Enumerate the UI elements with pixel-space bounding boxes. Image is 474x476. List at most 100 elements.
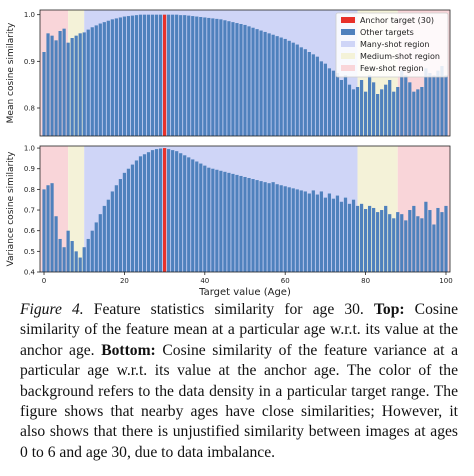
variance-xtick-label: 100 [439, 277, 452, 285]
variance-xtick-label: 80 [361, 277, 370, 285]
variance-bar [114, 185, 118, 272]
mean-bar [335, 73, 340, 136]
variance-bar [195, 161, 199, 272]
variance-bar [327, 193, 332, 272]
mean-bar [42, 52, 46, 136]
variance-bar [50, 183, 54, 272]
legend-label-few: Few-shot region [360, 64, 424, 73]
mean-bar [118, 17, 122, 136]
variance-bar [444, 205, 448, 272]
variance-bar [283, 186, 287, 272]
variance-bar [118, 179, 122, 272]
mean-bar [295, 44, 299, 136]
mean-bar [122, 16, 127, 136]
variance-bar [211, 168, 215, 272]
variance-xtick-label: 60 [281, 277, 290, 285]
variance-bar [78, 257, 82, 272]
mean-ytick-label: 0.9 [24, 58, 35, 66]
variance-bar [424, 201, 428, 272]
variance-bar [372, 207, 376, 272]
mean-bar [404, 75, 408, 136]
variance-bar [388, 214, 392, 272]
legend-box [335, 12, 449, 78]
variance-bar [142, 154, 147, 272]
mean-bar [287, 40, 291, 136]
variance-bar [74, 251, 78, 272]
mean-bar [187, 15, 191, 137]
legend-swatch-medium [341, 53, 355, 59]
variance-bar [331, 198, 336, 272]
variance-bar [359, 203, 364, 272]
variance-ytick-label: 0.8 [24, 186, 35, 194]
variance-bar [199, 163, 203, 272]
mean-bar [50, 35, 54, 136]
variance-bar [392, 218, 396, 272]
variance-bar [380, 210, 384, 272]
variance-bar [167, 149, 171, 272]
variance-bar [299, 190, 303, 272]
variance-bar [171, 150, 175, 272]
variance-bar [323, 197, 327, 272]
mean-ylabel: Mean cosine similarity [6, 22, 16, 123]
variance-bar [110, 191, 114, 272]
mean-bar [90, 27, 94, 137]
variance-bar [94, 222, 98, 272]
variance-bar [90, 230, 94, 272]
mean-bar [146, 14, 151, 137]
mean-bar [359, 80, 364, 136]
mean-bar [380, 89, 384, 136]
mean-bar [78, 33, 82, 137]
variance-similarity-panel: 0.4 0.5 0.6 0.7 0.8 0.9 1.0 0 20 40 60 80 100 Varia… [6, 145, 453, 298]
mean-bar [263, 31, 267, 136]
variance-bar [82, 247, 86, 272]
mean-bar [175, 14, 179, 137]
variance-ytick-label: 0.6 [24, 227, 36, 235]
variance-xtick-label: 20 [120, 277, 129, 285]
mean-bar [424, 68, 428, 136]
variance-bar [295, 189, 299, 272]
variance-bar [311, 190, 315, 272]
variance-bar [432, 224, 436, 272]
mean-bar [363, 91, 368, 136]
variance-bar [355, 205, 360, 272]
variance-bar [363, 209, 368, 272]
variance-xtick-label: 40 [200, 277, 209, 285]
mean-bar [368, 75, 372, 136]
variance-bar [175, 151, 179, 272]
variance-bar [384, 205, 388, 272]
mean-ytick-label: 0.8 [24, 105, 35, 113]
mean-bar [167, 14, 171, 137]
variance-bar [428, 210, 432, 272]
mean-bar [231, 22, 235, 137]
variance-bar [179, 153, 183, 272]
mean-bar [215, 18, 219, 136]
caption-text-3: Cosine similarity of the feature varianc… [20, 341, 459, 461]
legend-label-medium: Medium-shot region [360, 52, 440, 61]
mean-similarity-panel: 0.8 0.9 1.0 Mean cosine similarity Anchor … [6, 9, 451, 137]
mean-bar [138, 14, 143, 137]
variance-bar [215, 169, 219, 272]
mean-bar [396, 87, 400, 136]
variance-bar [66, 230, 70, 272]
variance-ytick-label: 0.9 [24, 165, 35, 173]
mean-bar [319, 61, 323, 137]
legend: Anchor target (30) Other targets Many-sh… [335, 12, 449, 78]
mean-bar [235, 23, 239, 136]
variance-ytick-label: 1.0 [24, 145, 35, 153]
variance-ylabel: Variance cosine similarity [6, 151, 16, 267]
legend-label-many: Many-shot region [360, 40, 429, 49]
variance-bar [351, 199, 356, 272]
mean-bar [428, 73, 432, 136]
mean-bar [303, 49, 307, 137]
variance-bar [440, 212, 444, 272]
variance-bar [158, 148, 163, 272]
variance-bar [255, 180, 259, 272]
mean-bar [339, 80, 344, 136]
mean-bar [142, 14, 147, 137]
caption-figure-label: Figure 4. [20, 301, 84, 318]
variance-bar [376, 212, 380, 272]
variance-bar [416, 216, 420, 272]
mean-bar [102, 22, 106, 137]
variance-ytick-label: 0.4 [24, 269, 36, 277]
variance-bar [239, 175, 243, 272]
